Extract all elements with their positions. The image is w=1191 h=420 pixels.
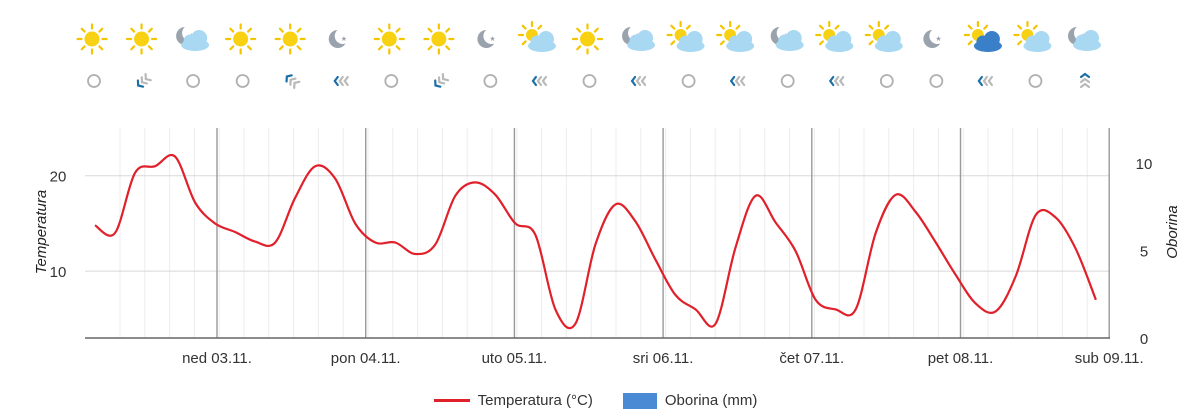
calm-icon bbox=[681, 74, 696, 88]
legend-item-temperature[interactable]: Temperatura (°C) bbox=[433, 392, 593, 409]
x-tick-label: sri 06.11. bbox=[633, 350, 694, 367]
wind-e-icon bbox=[977, 75, 994, 87]
wind-e-icon bbox=[333, 75, 349, 87]
wind-e-icon bbox=[729, 75, 746, 87]
x-tick-label: pon 04.11. bbox=[331, 350, 401, 367]
partly-cloudy-icon bbox=[666, 20, 705, 52]
sun-icon bbox=[571, 23, 604, 55]
calm-icon bbox=[384, 74, 399, 88]
y-left-tick-label: 10 bbox=[50, 264, 67, 281]
axis-ticks: 10 20 0 5 10 ned 03.11. pon 04.11. uto 05.11. sr… bbox=[50, 156, 1153, 367]
cloud-night-icon: ★ bbox=[622, 25, 656, 51]
wind-nw-icon bbox=[136, 72, 152, 88]
legend-label-precipitation: Oborina (mm) bbox=[664, 392, 758, 409]
x-tick-label: sub 09.11. bbox=[1075, 350, 1144, 367]
dark-cloudy-icon bbox=[963, 20, 1002, 52]
chart-grid bbox=[85, 128, 1110, 339]
y-right-tick-label: 10 bbox=[1136, 156, 1153, 173]
calm-icon bbox=[483, 74, 498, 88]
legend-rect-swatch bbox=[622, 392, 657, 409]
x-tick-label: ned 03.11. bbox=[182, 350, 252, 367]
wind-n-icon bbox=[1079, 72, 1091, 89]
y-axis-title-right: Oborina bbox=[1164, 205, 1181, 258]
calm-icon bbox=[929, 74, 944, 88]
legend-line-swatch bbox=[433, 399, 470, 402]
svg-text:★: ★ bbox=[935, 35, 941, 43]
legend-item-precipitation[interactable]: Oborina (mm) bbox=[622, 392, 758, 409]
x-tick-label: čet 07.11. bbox=[779, 350, 844, 367]
partly-cloudy-icon bbox=[864, 20, 903, 52]
partly-cloudy-icon bbox=[815, 20, 854, 52]
moon-icon: ★ bbox=[923, 28, 946, 48]
cloud-night-icon: ★ bbox=[1068, 25, 1101, 51]
moon-icon: ★ bbox=[477, 28, 500, 48]
calm-icon bbox=[186, 74, 201, 88]
wind-e-icon bbox=[630, 75, 647, 87]
partly-cloudy-icon bbox=[716, 20, 755, 52]
y-left-tick-label: 20 bbox=[50, 169, 67, 186]
legend-label-temperature: Temperatura (°C) bbox=[477, 392, 593, 409]
x-tick-label: pet 08.11. bbox=[928, 350, 994, 367]
svg-text:★: ★ bbox=[489, 35, 495, 43]
calm-icon bbox=[879, 74, 894, 88]
sun-icon bbox=[423, 23, 455, 55]
sun-icon bbox=[373, 23, 405, 55]
cloud-night-icon: ★ bbox=[770, 25, 804, 51]
y-right-tick-label: 5 bbox=[1140, 244, 1148, 261]
sun-icon bbox=[76, 23, 108, 55]
cloud-night-icon: ★ bbox=[176, 25, 210, 51]
calm-icon bbox=[87, 74, 101, 88]
calm-icon bbox=[582, 74, 597, 88]
x-tick-label: uto 05.11. bbox=[482, 350, 548, 367]
moon-icon: ★ bbox=[328, 28, 351, 48]
wind-sw-icon bbox=[285, 74, 301, 90]
y-axis-title-left: Temperatura bbox=[33, 190, 50, 275]
calm-icon bbox=[235, 74, 250, 88]
calm-icon bbox=[780, 74, 795, 88]
wind-nw-icon bbox=[434, 72, 450, 88]
temperature-line bbox=[94, 154, 1097, 330]
wind-e-icon bbox=[531, 75, 548, 87]
partly-cloudy-icon bbox=[1013, 20, 1052, 52]
partly-cloudy-icon bbox=[517, 20, 556, 52]
y-right-tick-label: 0 bbox=[1140, 331, 1148, 348]
wind-icons-row bbox=[87, 72, 1091, 90]
sun-icon bbox=[125, 23, 158, 55]
sun-icon bbox=[274, 23, 306, 55]
weather-icons-row: ★ ★ ★ ★ ★ ★ ★ bbox=[76, 20, 1101, 55]
chart-legend: Temperatura (°C) Oborina (mm) bbox=[0, 392, 1191, 409]
calm-icon bbox=[1028, 74, 1043, 88]
wind-e-icon bbox=[828, 75, 845, 87]
sun-icon bbox=[225, 23, 257, 55]
svg-text:★: ★ bbox=[341, 35, 347, 43]
plot-area bbox=[94, 154, 1097, 330]
weather-chart: ★ ★ ★ ★ ★ ★ ★ 10 20 0 5 10 ned 03.11. pon 04.11. uto … bbox=[33, 20, 1181, 367]
